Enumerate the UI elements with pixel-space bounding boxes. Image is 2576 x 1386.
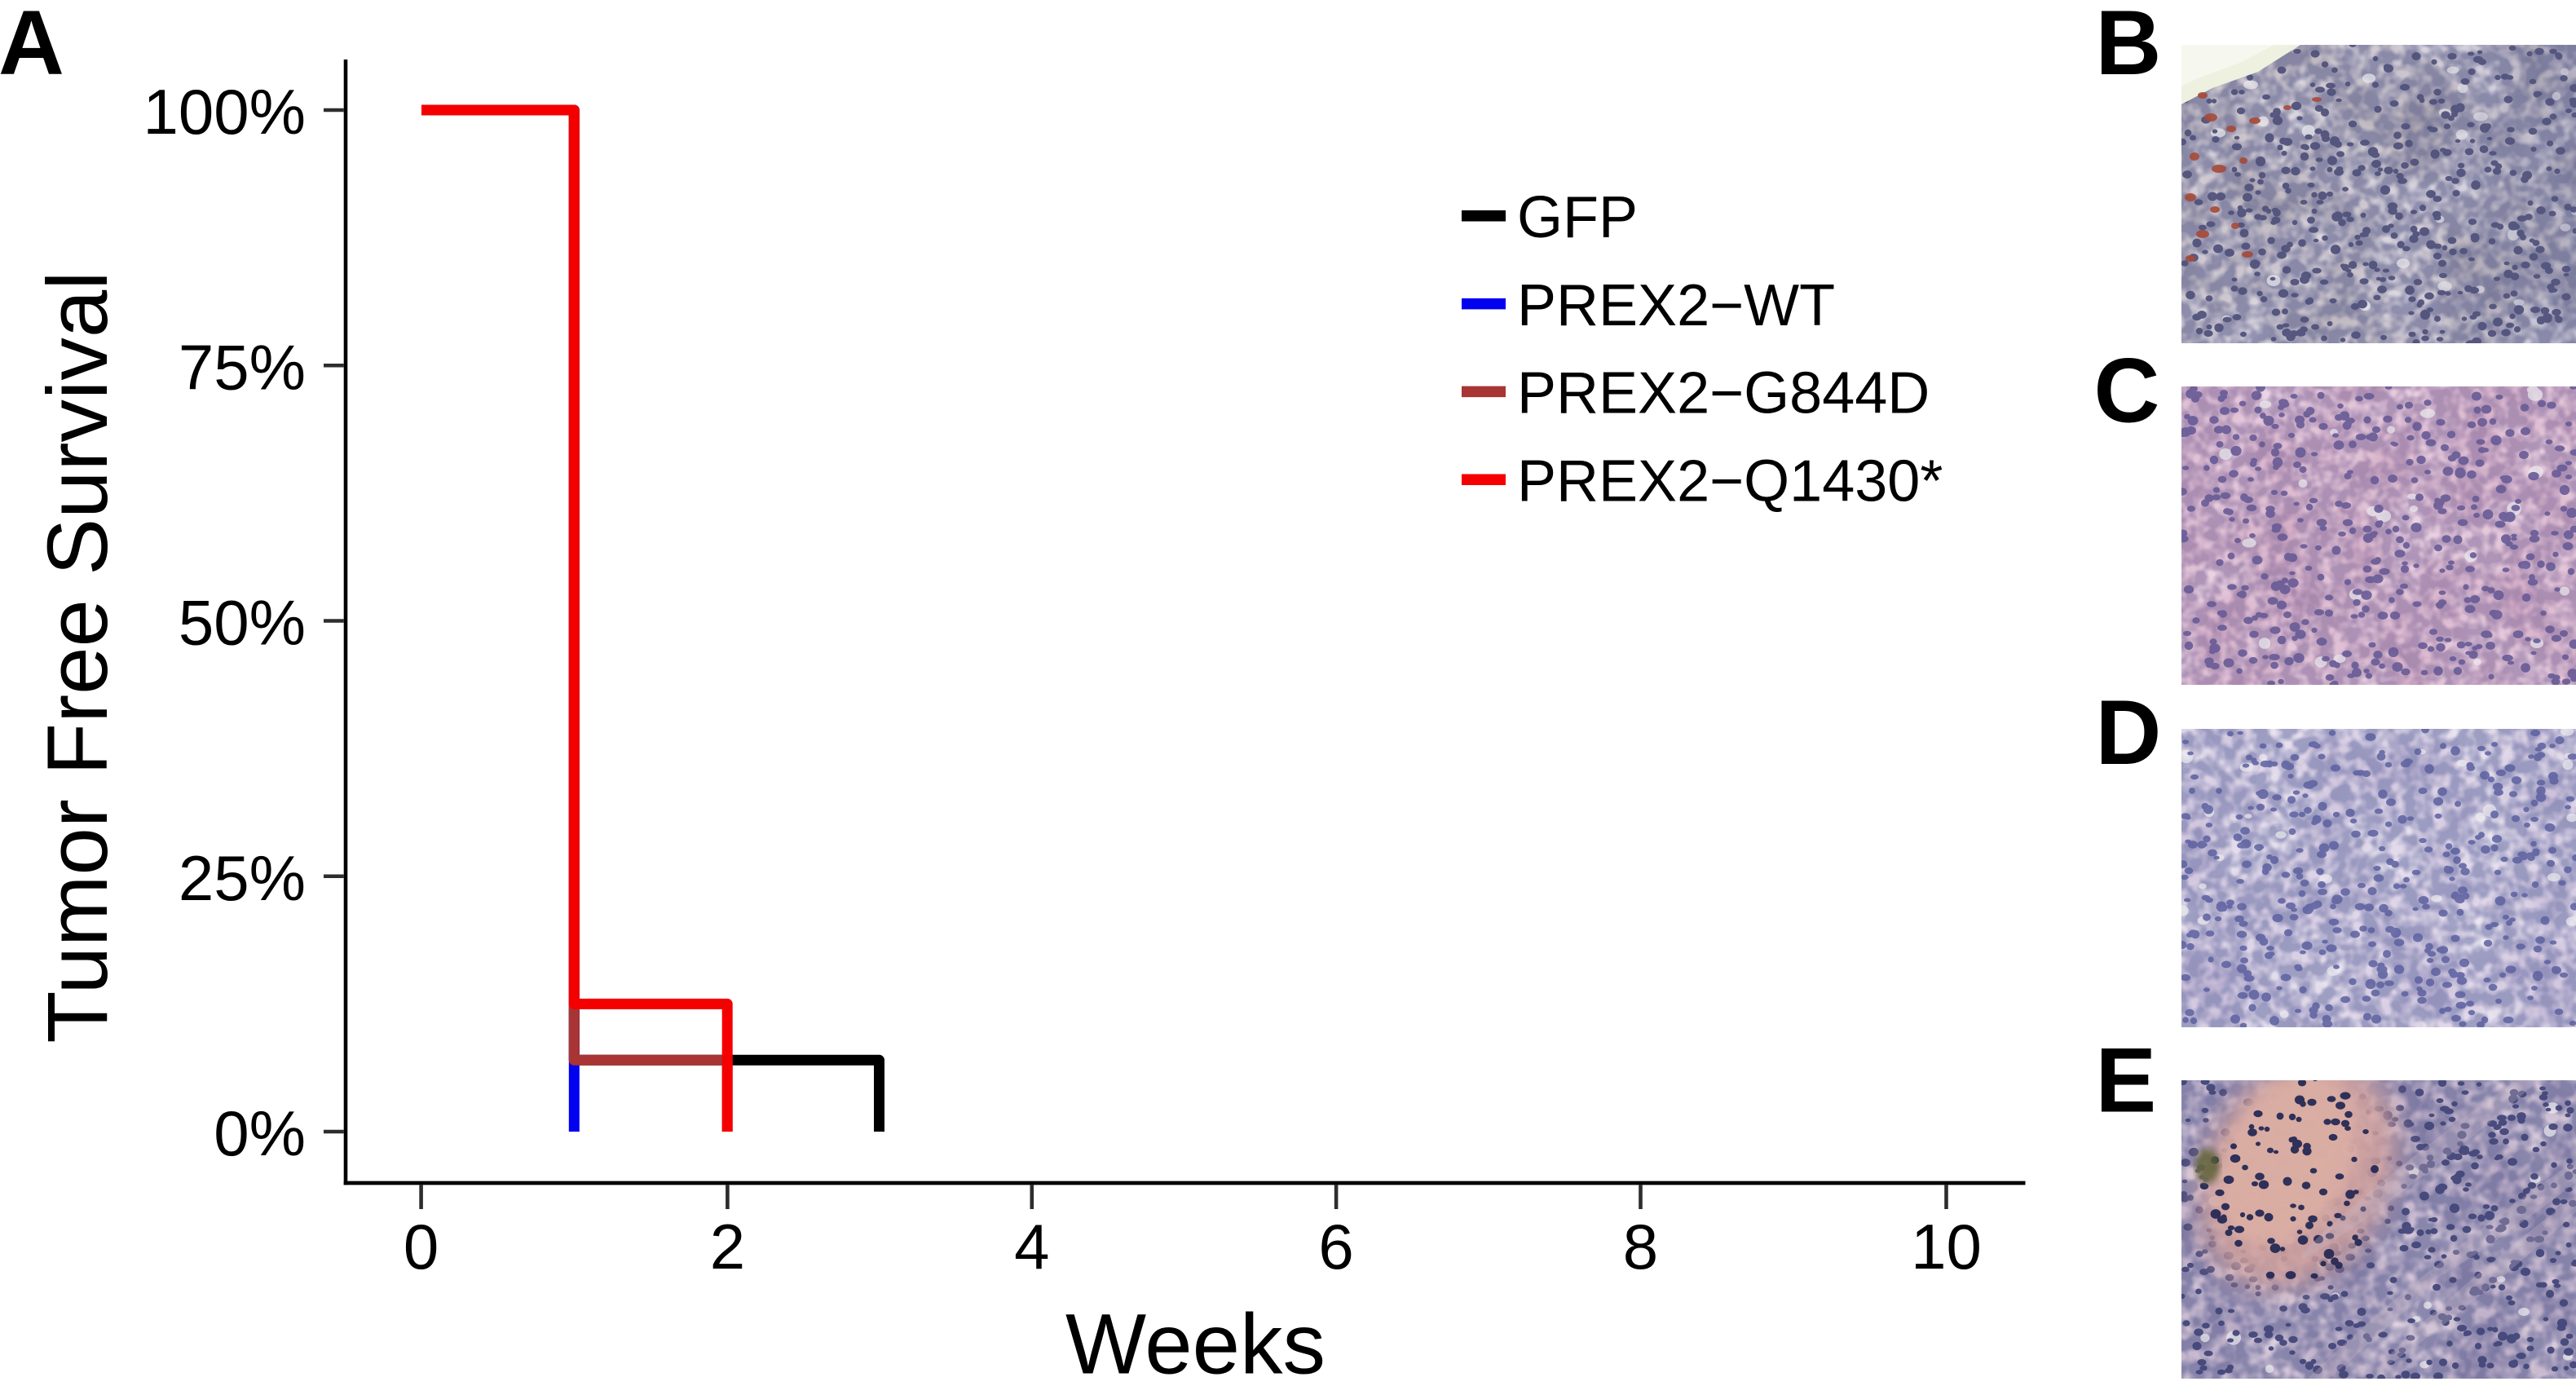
svg-text:100%: 100% xyxy=(143,76,307,148)
svg-text:75%: 75% xyxy=(179,331,306,403)
svg-text:PREX2−G844D: PREX2−G844D xyxy=(1517,361,1930,426)
svg-text:25%: 25% xyxy=(179,842,306,914)
svg-text:2: 2 xyxy=(710,1211,745,1282)
svg-text:C: C xyxy=(2094,340,2160,442)
svg-text:GFP: GFP xyxy=(1517,185,1638,250)
svg-text:0%: 0% xyxy=(214,1097,306,1169)
svg-text:0: 0 xyxy=(404,1211,439,1282)
svg-text:Weeks: Weeks xyxy=(1065,1297,1325,1386)
svg-text:8: 8 xyxy=(1623,1211,1658,1282)
svg-text:50%: 50% xyxy=(179,587,306,659)
svg-text:4: 4 xyxy=(1014,1211,1049,1282)
svg-text:D: D xyxy=(2096,682,2162,783)
svg-text:E: E xyxy=(2096,1030,2157,1132)
svg-text:PREX2−Q1430*: PREX2−Q1430* xyxy=(1517,448,1943,514)
svg-text:6: 6 xyxy=(1318,1211,1353,1282)
svg-text:PREX2−WT: PREX2−WT xyxy=(1517,273,1835,338)
svg-text:B: B xyxy=(2096,0,2162,94)
svg-text:Tumor Free Survival: Tumor Free Survival xyxy=(30,271,126,1043)
svg-text:10: 10 xyxy=(1911,1211,1982,1282)
svg-text:A: A xyxy=(0,0,64,94)
